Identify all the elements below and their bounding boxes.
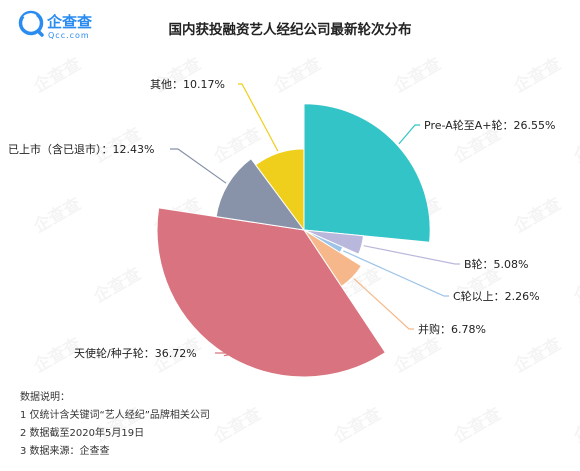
watermark-text: 企查查 xyxy=(449,403,505,448)
watermark-text: 企查查 xyxy=(29,193,85,238)
leader-line xyxy=(215,352,241,357)
slice-labels: Pre-A轮至A+轮：26.55% B轮：5.08% C轮以上：2.26% 并购：6.… xyxy=(8,78,555,360)
slice-label: 其他：10.17% xyxy=(150,78,225,91)
leader-line xyxy=(398,124,420,145)
pie-slices xyxy=(156,103,431,378)
pie-slice xyxy=(215,157,306,231)
watermark-text: 企查查 xyxy=(509,333,565,378)
brand-url: Qcc.com xyxy=(48,31,90,40)
leader-line xyxy=(170,148,227,184)
brand-logo: 企查查 Qcc.com xyxy=(18,10,93,40)
watermark-text: 企查查 xyxy=(89,263,145,308)
watermark-text: 企查查 xyxy=(269,53,325,98)
brand-name: 企查查 xyxy=(46,13,93,31)
watermark-text: 企查查 xyxy=(509,53,565,98)
notes-line-3: 3 数据来源：企查查 xyxy=(20,444,110,457)
notes-line-1: 1 仅统计含关键词“艺人经纪”品牌相关公司 xyxy=(20,408,210,421)
slice-label: 并购：6.78% xyxy=(418,322,486,336)
leader-lines xyxy=(170,83,460,357)
watermark-text: 企查查 xyxy=(569,263,580,308)
watermark-text: 企查查 xyxy=(389,53,445,98)
watermark-text: 企查查 xyxy=(569,403,580,448)
leader-line xyxy=(238,83,279,152)
watermark-text: 企查查 xyxy=(329,403,385,448)
pie-slice xyxy=(254,148,305,232)
watermark-text: 企查查 xyxy=(209,403,265,448)
pie-slice xyxy=(156,207,386,378)
slice-label: C轮以上：2.26% xyxy=(453,289,540,303)
watermark-text: 企查查 xyxy=(509,193,565,238)
watermark-text: 企查查 xyxy=(569,123,580,168)
chart-title: 国内获投融资艺人经纪公司最新轮次分布 xyxy=(169,21,412,38)
pie-slice xyxy=(303,103,431,243)
leader-line xyxy=(363,245,460,265)
leader-line xyxy=(343,250,449,297)
watermark-text: 企查查 xyxy=(389,333,445,378)
notes-heading: 数据说明： xyxy=(20,390,70,403)
slice-label: B轮：5.08% xyxy=(464,257,529,271)
slice-label: 天使轮/种子轮：36.72% xyxy=(74,346,197,360)
watermark-text: 企查查 xyxy=(29,53,85,98)
data-notes: 数据说明： 1 仅统计含关键词“艺人经纪”品牌相关公司 2 数据截至2020年5… xyxy=(20,390,210,457)
notes-line-2: 2 数据截至2020年5月19日 xyxy=(20,426,144,439)
slice-label: Pre-A轮至A+轮：26.55% xyxy=(424,118,555,132)
slice-label: 已上市（含已退市）：12.43% xyxy=(8,142,154,156)
leader-line xyxy=(353,278,414,330)
magnifier-logo-icon xyxy=(18,10,44,37)
watermark-text: 企查查 xyxy=(209,123,265,168)
